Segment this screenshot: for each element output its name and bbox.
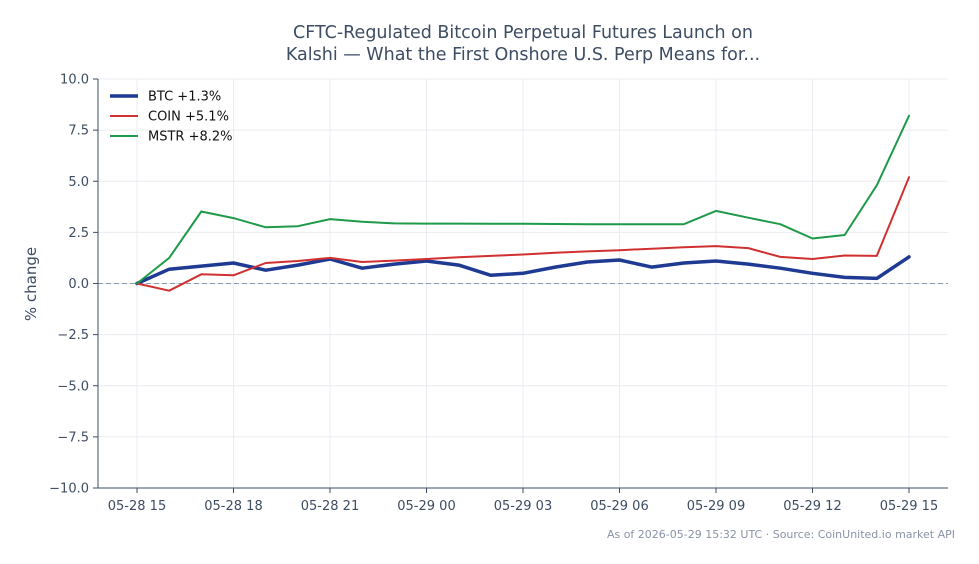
series-lines xyxy=(135,114,911,292)
x-tick-label: 05-29 00 xyxy=(397,499,455,514)
y-tick-label: −2.5 xyxy=(57,328,89,343)
y-tick-label: 2.5 xyxy=(68,226,89,241)
y-axis-label: % change xyxy=(22,247,40,321)
y-tick-label: −5.0 xyxy=(57,379,89,394)
series-line-mstr xyxy=(136,114,910,285)
x-tick-label: 05-28 21 xyxy=(301,499,359,514)
x-tick-label: 05-28 18 xyxy=(204,499,262,514)
series-line-coin xyxy=(136,176,910,292)
x-tick-label: 05-29 03 xyxy=(494,499,552,514)
y-tick-label: 0.0 xyxy=(68,277,89,292)
y-tick-label: 10.0 xyxy=(60,73,89,88)
x-tick-label: 05-28 15 xyxy=(108,499,166,514)
y-tick-label: 5.0 xyxy=(68,175,89,190)
chart-title-line-2: Kalshi — What the First Onshore U.S. Per… xyxy=(286,45,760,65)
y-axis-ticks: −10.0 −7.5 −5.0 −2.5 0.0 2.5 5.0 7.5 10.0 xyxy=(49,73,98,497)
source-footnote: As of 2026-05-29 15:32 UTC · Source: Coi… xyxy=(607,528,955,541)
y-tick-label: −7.5 xyxy=(57,430,89,445)
x-tick-label: 05-29 12 xyxy=(783,499,841,514)
legend-label-coin: COIN +5.1% xyxy=(148,110,229,125)
x-tick-label: 05-29 09 xyxy=(687,499,745,514)
y-tick-label: −10.0 xyxy=(49,482,89,497)
y-tick-label: 7.5 xyxy=(68,124,89,139)
chart-title-line-1: CFTC-Regulated Bitcoin Perpetual Futures… xyxy=(293,23,753,43)
legend-label-mstr: MSTR +8.2% xyxy=(148,130,233,145)
x-axis-ticks: 05-28 15 05-28 18 05-28 21 05-29 00 05-29 03… xyxy=(108,488,938,514)
legend: BTC +1.3% COIN +5.1% MSTR +8.2% xyxy=(110,90,233,145)
legend-label-btc: BTC +1.3% xyxy=(148,90,221,105)
x-tick-label: 05-29 06 xyxy=(590,499,648,514)
series-line-btc xyxy=(135,255,911,286)
x-tick-label: 05-29 15 xyxy=(880,499,938,514)
